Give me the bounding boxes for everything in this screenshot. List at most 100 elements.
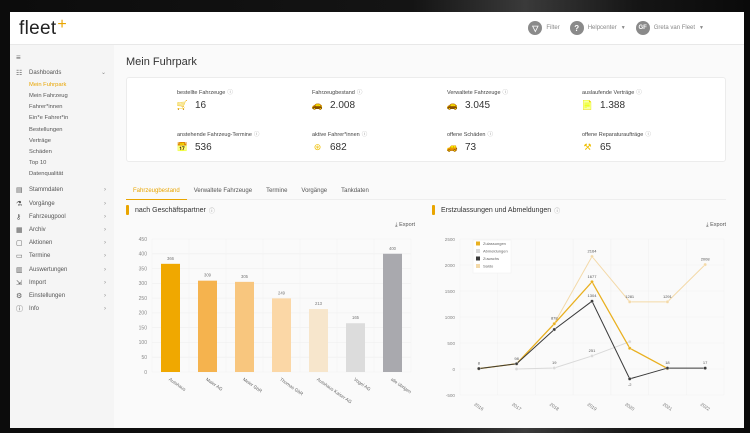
bar (161, 263, 180, 372)
logo-plus-icon: + (57, 16, 68, 33)
export-button[interactable]: ⤓ Export (395, 222, 415, 229)
sidebar-item-auswertungen[interactable]: ▥ Auswertungen › (10, 263, 114, 276)
kpi-value: 1.388 (600, 100, 626, 111)
clipboard-icon: ▢ (16, 240, 23, 248)
data-label: 400 (389, 246, 397, 251)
y-tick-label: 2500 (445, 237, 456, 242)
tab-vorgnge[interactable]: Vorgänge (301, 188, 328, 194)
info-icon[interactable]: ⓘ (502, 90, 509, 96)
sidebar-item-info[interactable]: ⓘ Info › (10, 303, 114, 316)
sidebar-subitem[interactable]: Ein*e Fahrer*in (29, 115, 69, 122)
info-icon[interactable]: ⓘ (645, 132, 651, 138)
sidebar-item-dashboards[interactable]: ☷ Dashboards ⌄ (10, 66, 114, 79)
help-icon: ? (569, 21, 584, 35)
bar (383, 253, 402, 372)
y-tick-label: 300 (139, 281, 148, 287)
info-icon[interactable]: ⓘ (361, 132, 368, 138)
title-accent (126, 205, 129, 215)
chevron-right-icon: › (104, 253, 106, 260)
sidebar-subitem[interactable]: Top 10 (29, 160, 47, 167)
data-label: 249 (278, 290, 286, 295)
download-icon: ⤓ (706, 222, 709, 228)
line-chart-panel: Erstzulassungen und Abmeldungen ⓘ ⤓ Expor… (432, 205, 732, 420)
info-icon[interactable]: ⓘ (356, 90, 363, 96)
sidebar-subitem[interactable]: Schäden (29, 148, 52, 155)
kpi-item[interactable]: bestellte Fahrzeuge ⓘ 🛒 16 (177, 88, 307, 111)
data-point (627, 300, 632, 304)
data-point (514, 367, 519, 371)
sidebar-item-archiv[interactable]: ▦ Archiv › (10, 223, 114, 236)
sidebar-item-einstellungen[interactable]: ⚙ Einstellungen › (10, 289, 114, 302)
data-point (552, 366, 557, 370)
sidebar: ≡ ☷ Dashboards ⌄ Mein Fuhrpark Mein Fahrz… (10, 45, 114, 428)
export-button[interactable]: ⤓ Export (706, 222, 726, 229)
info-icon[interactable]: ⓘ (227, 90, 233, 96)
sidebar-item-import[interactable]: ⇲ Import › (10, 276, 114, 289)
kpi-label: anstehende Fahrzeug-Termine (177, 132, 252, 138)
legend-swatch (476, 241, 480, 246)
info-icon[interactable]: ⓘ (554, 208, 561, 215)
info-icon[interactable]: ⓘ (208, 208, 215, 215)
data-label: 1281 (625, 294, 635, 299)
x-tick-label: 2016 (473, 402, 485, 412)
hamburger-icon[interactable]: ≡ (16, 53, 21, 62)
user-name: Greta van Fleet (653, 25, 696, 31)
logo-text: fleet (19, 18, 57, 39)
sidebar-subitem[interactable]: Bestellungen (29, 126, 63, 133)
chevron-right-icon: › (104, 213, 106, 220)
sidebar-subitem[interactable]: Verträge (29, 137, 51, 144)
kpi-label: aktive Fahrer*innen (312, 132, 360, 138)
kpi-item[interactable]: auslaufende Verträge ⓘ 📄 1.388 (582, 88, 712, 111)
data-label: 366 (167, 256, 175, 261)
sidebar-item-aktionen[interactable]: ▢ Aktionen › (10, 237, 114, 250)
user-menu-button[interactable]: GF Greta van Fleet ▼ (635, 21, 704, 35)
sidebar-subitem[interactable]: Datenqualität (29, 171, 64, 178)
data-label: 17 (703, 360, 708, 365)
kpi-item[interactable]: offene Schäden ⓘ 🚙 73 (447, 130, 577, 153)
y-tick-label: 50 (141, 355, 147, 361)
tab-fahrzeugbestand[interactable]: Fahrzeugbestand (126, 185, 187, 200)
sidebar-item-termine[interactable]: ▭ Termine › (10, 250, 114, 263)
key-icon: ⚷ (16, 213, 22, 221)
calendar-icon: ▭ (16, 253, 23, 261)
kpi-item[interactable]: Fahrzeugbestand ⓘ 🚗 2.008 (312, 88, 442, 111)
info-icon[interactable]: ⓘ (253, 132, 260, 138)
sidebar-subitem[interactable]: Mein Fahrzeug (29, 92, 68, 99)
chevron-right-icon: › (104, 187, 106, 194)
tab-tankdaten[interactable]: Tankdaten (341, 188, 369, 194)
data-label: 18 (665, 360, 670, 365)
sidebar-subitem[interactable]: Mein Fuhrpark (29, 81, 67, 88)
data-label: 19 (552, 360, 557, 365)
info-icon[interactable]: ⓘ (487, 132, 493, 138)
kpi-item[interactable]: aktive Fahrer*innen ⓘ ⊛ 682 (312, 130, 442, 153)
sidebar-label: Termine (29, 253, 51, 260)
sidebar-item-fahrzeugpool[interactable]: ⚷ Fahrzeugpool › (10, 210, 114, 223)
data-point (590, 299, 594, 303)
kpi-item[interactable]: anstehende Fahrzeug-Termine ⓘ 📅 536 (177, 130, 307, 153)
filter-button[interactable]: ▽ Filter (528, 21, 560, 35)
data-label: 165 (352, 315, 360, 320)
tab-termine[interactable]: Termine (266, 188, 288, 194)
sidebar-item-stammdaten[interactable]: ▤ Stammdaten › (10, 184, 114, 197)
y-tick-label: 500 (447, 341, 455, 346)
settings-icon: ⚙ (16, 292, 23, 300)
chevron-right-icon: › (104, 266, 106, 273)
y-tick-label: 400 (139, 252, 148, 258)
archive-icon: ▦ (16, 227, 23, 235)
kpi-value: 682 (330, 142, 347, 153)
logo[interactable]: fleet+ (19, 16, 67, 40)
sidebar-subitem[interactable]: Fahrer*innen (29, 104, 63, 111)
sidebar-item-vorgnge[interactable]: ⚗ Vorgänge › (10, 197, 114, 210)
kpi-value: 3.045 (465, 100, 491, 111)
info-icon[interactable]: ⓘ (636, 90, 642, 96)
kpi-item[interactable]: offene Reparaturaufträge ⓘ ⚒ 65 (582, 130, 712, 153)
legend-swatch (476, 249, 480, 253)
sidebar-label: Auswertungen (29, 266, 68, 273)
kpi-item[interactable]: Verwaltete Fahrzeuge ⓘ 🚗 3.045 (447, 88, 577, 111)
data-label: -2 (628, 382, 632, 387)
sidebar-label: Archiv (29, 227, 46, 234)
helpcenter-button[interactable]: ? Helpcenter ▼ (569, 21, 626, 35)
data-point (590, 354, 594, 358)
tab-verwaltetefahrzeuge[interactable]: Verwaltete Fahrzeuge (193, 188, 253, 194)
x-tick-label: Thomas GbR (279, 377, 305, 397)
